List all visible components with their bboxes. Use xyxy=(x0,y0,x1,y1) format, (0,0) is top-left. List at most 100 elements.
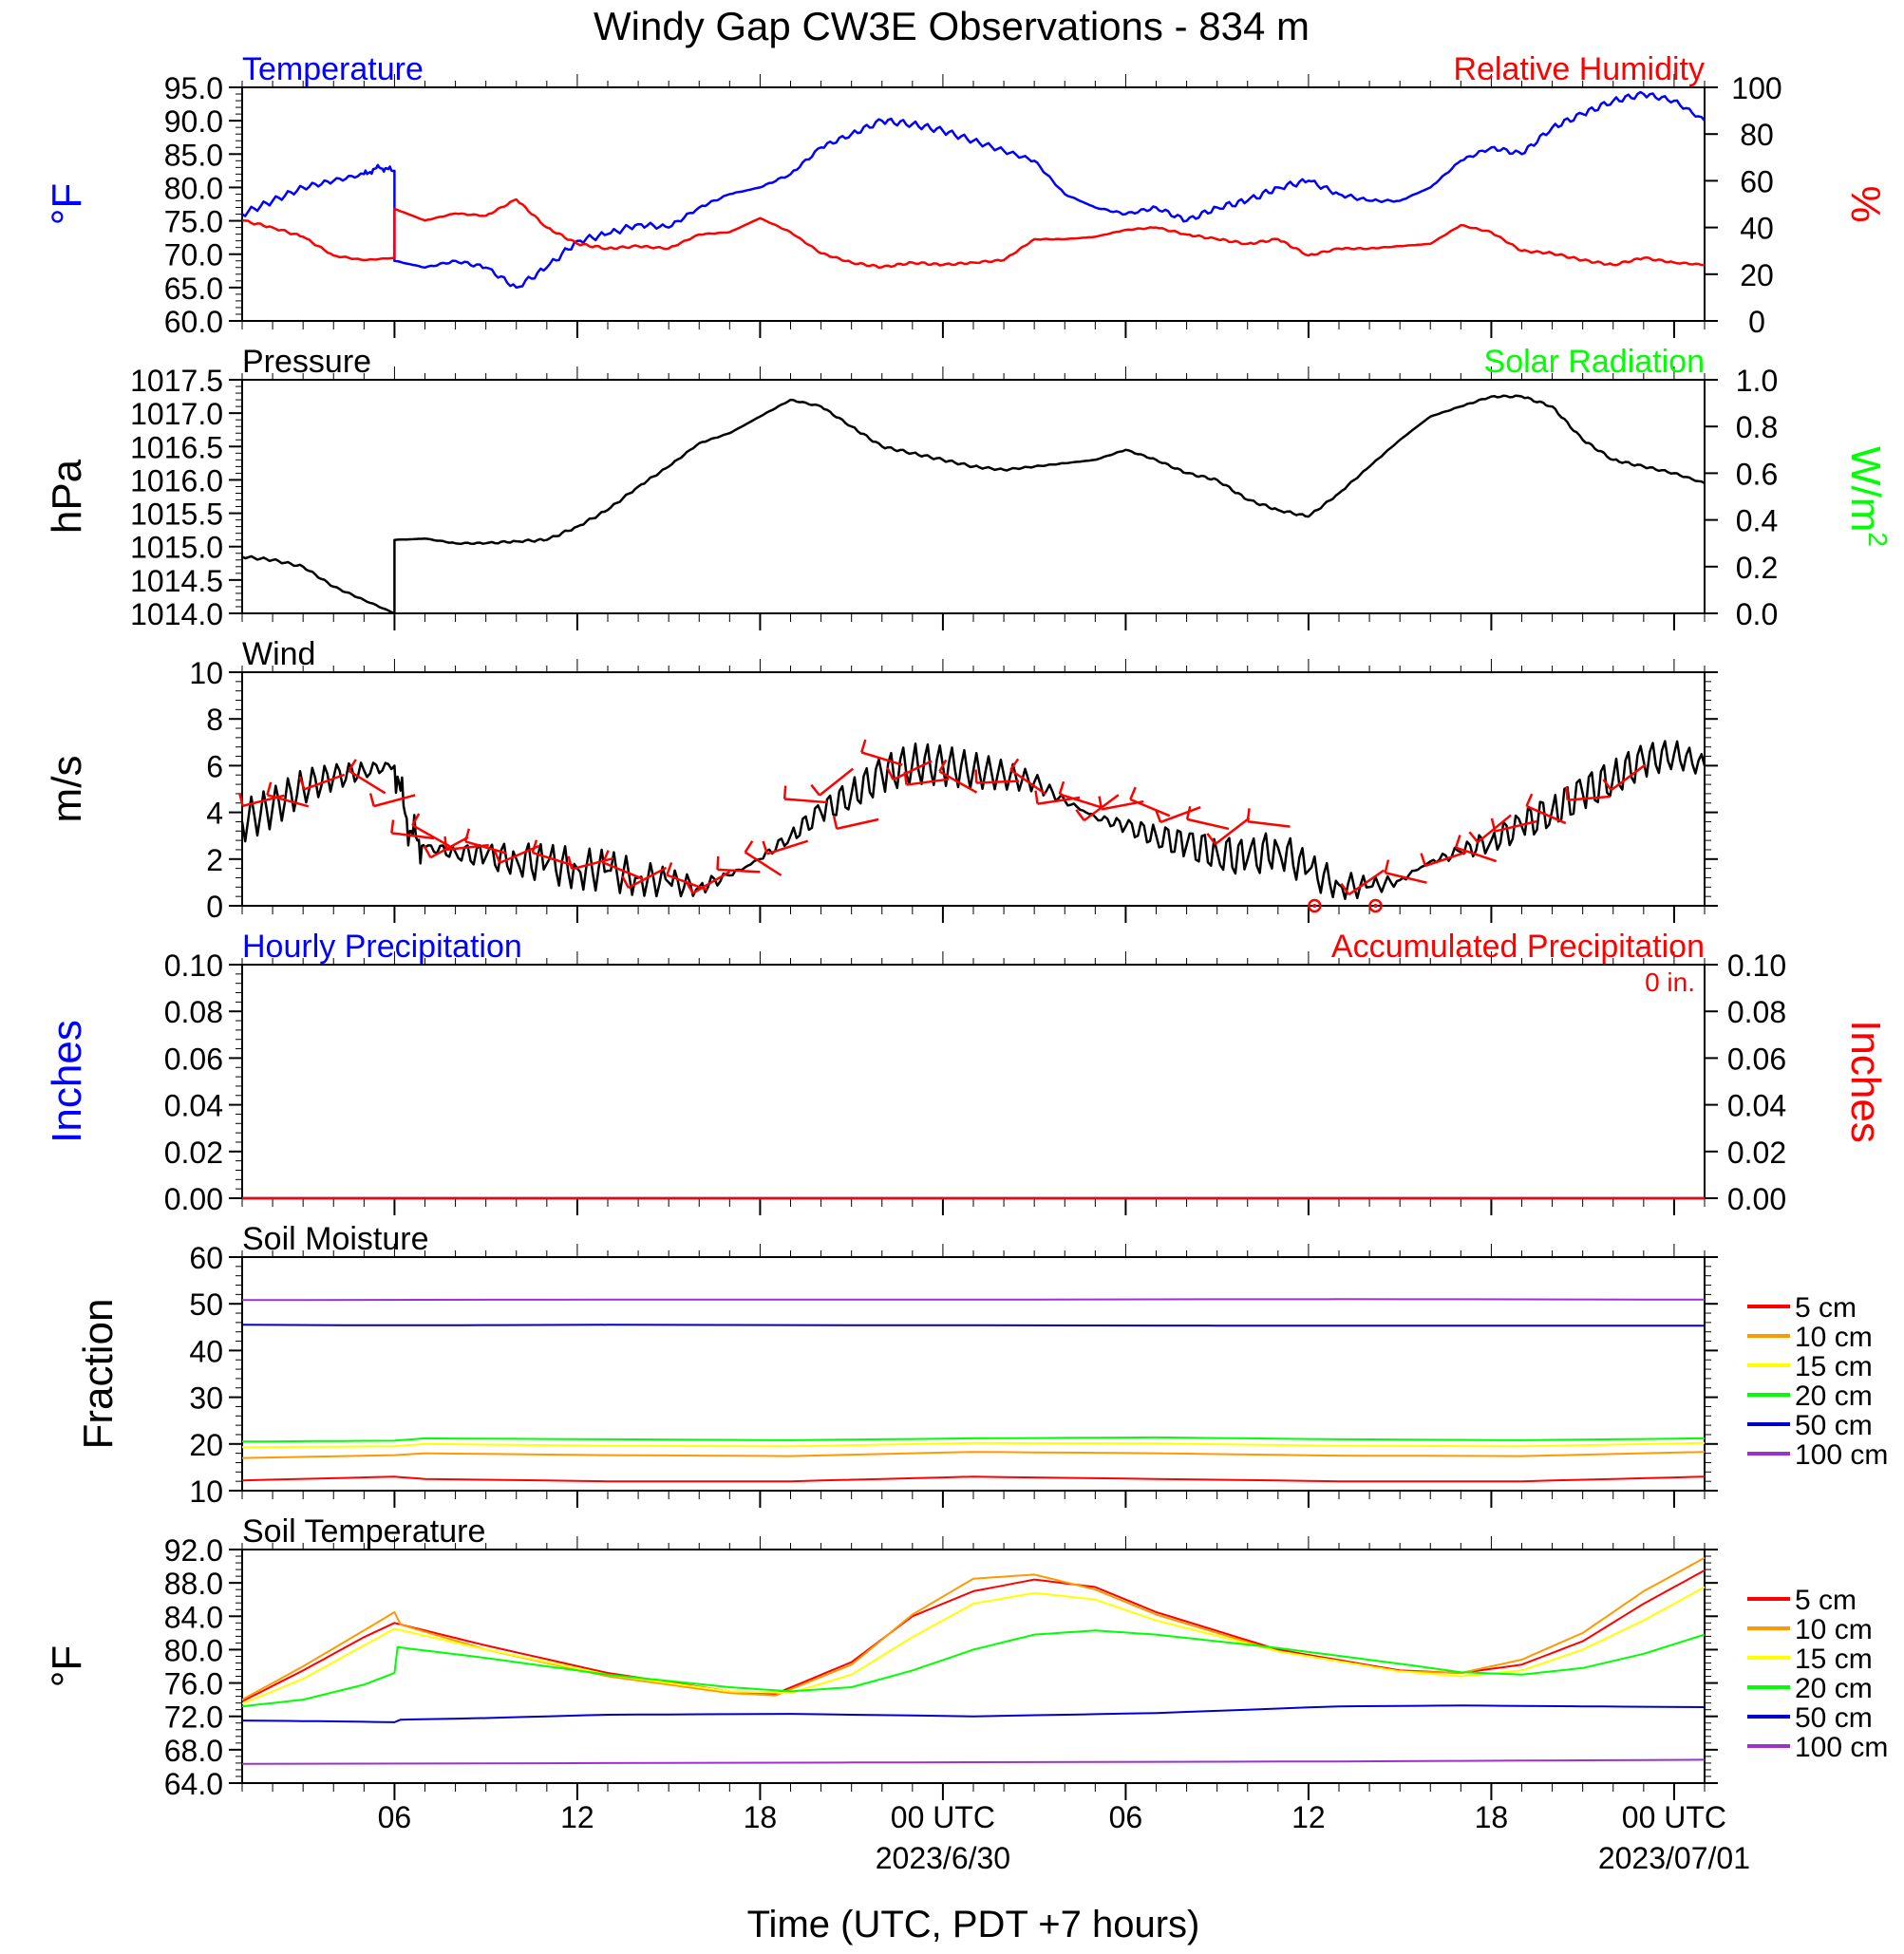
x-axis-title: Time (UTC, PDT +7 hours) xyxy=(747,1904,1200,1945)
wind-barb-flag xyxy=(810,783,820,797)
wind-barb-flag xyxy=(782,785,787,799)
left-tick-label: 65.0 xyxy=(164,272,223,306)
x-tick-label: 06 xyxy=(378,1800,412,1834)
wind-barb-flag xyxy=(1075,809,1085,821)
left-tick-label: 1014.5 xyxy=(130,564,223,598)
legend-label: 100 cm xyxy=(1795,1439,1888,1471)
wind-barb xyxy=(1526,804,1567,825)
series-20-cm xyxy=(241,1436,1706,1443)
wind-barb xyxy=(411,824,451,848)
left-tick-label: 76.0 xyxy=(164,1667,223,1701)
wind-barb-flag xyxy=(531,839,538,854)
wind-barb xyxy=(784,798,828,804)
legend-label: 15 cm xyxy=(1795,1351,1873,1382)
wind-barb-flag xyxy=(348,759,357,772)
series-left xyxy=(241,394,1706,615)
right-tick-label: 0.00 xyxy=(1727,1182,1786,1216)
right-tick-label: 0.2 xyxy=(1736,551,1778,585)
left-axis-unit: Inches xyxy=(44,1020,90,1143)
right-tick-label: 0.8 xyxy=(1736,410,1778,444)
wind-barb-flag xyxy=(567,855,574,870)
wind-barb xyxy=(391,832,435,840)
wind-barb xyxy=(532,851,575,867)
left-tick-label: 0 xyxy=(206,890,223,924)
wind-barb xyxy=(1059,793,1102,809)
panel-title-right: Relative Humidity xyxy=(1453,51,1705,87)
x-date-label: 2023/07/01 xyxy=(1598,1841,1750,1875)
left-axis-unit: m/s xyxy=(44,756,90,823)
wind-barb-flag xyxy=(744,840,754,854)
wind-barb xyxy=(745,851,782,876)
right-axis-unit: % xyxy=(1842,185,1889,222)
wind-barb xyxy=(1159,806,1201,824)
series-5-cm xyxy=(241,1475,1706,1483)
wind-barb xyxy=(464,840,507,855)
series-50-cm xyxy=(241,1704,1706,1723)
x-tick-label: 12 xyxy=(1291,1800,1326,1834)
wind-barb xyxy=(1186,817,1230,831)
wind-barb xyxy=(893,760,933,781)
left-tick-label: 60.0 xyxy=(164,305,223,339)
wind-barb-flag xyxy=(1155,809,1162,823)
right-tick-label: 0.04 xyxy=(1727,1089,1786,1123)
x-tick-label: 00 UTC xyxy=(1622,1800,1726,1834)
series-100-cm xyxy=(241,1298,1706,1302)
legend-label: 50 cm xyxy=(1795,1702,1873,1734)
wind-barb-flag xyxy=(1602,779,1612,791)
panels-container: 95.090.085.080.075.070.065.060.010080604… xyxy=(44,51,1893,1801)
calm-wind-dot xyxy=(1312,904,1317,908)
legend-label: 50 cm xyxy=(1795,1410,1873,1441)
wind-barb xyxy=(373,794,416,808)
legend-label: 20 cm xyxy=(1795,1381,1873,1412)
panel-title-right: Accumulated Precipitation xyxy=(1331,929,1705,965)
left-tick-label: 75.0 xyxy=(164,205,223,239)
wind-barb-flag xyxy=(1246,808,1251,822)
left-tick-label: 64.0 xyxy=(164,1767,223,1801)
calm-wind-dot xyxy=(1373,904,1378,908)
wind-barb-flag xyxy=(463,828,471,842)
left-tick-label: 68.0 xyxy=(164,1734,223,1768)
wind-barb-flag xyxy=(423,845,432,858)
left-tick-label: 80.0 xyxy=(164,171,223,205)
left-tick-label: 8 xyxy=(206,703,223,737)
wind-barb xyxy=(1494,819,1537,833)
left-axis-unit: hPa xyxy=(44,459,90,534)
wind-barb-flag xyxy=(860,739,867,753)
wind-barb-flag xyxy=(1490,817,1497,832)
figure-title: Windy Gap CW3E Observations - 834 m xyxy=(594,4,1310,48)
series-20-cm xyxy=(241,1629,1706,1708)
panel-title-left: Wind xyxy=(242,636,315,672)
wind-barb-flag xyxy=(602,850,610,863)
series-15-cm xyxy=(241,1586,1706,1705)
right-tick-label: 0 xyxy=(1748,305,1765,339)
right-axis-unit: Inches xyxy=(1842,1020,1889,1143)
wind-barb-flag xyxy=(1565,786,1569,800)
legend-label: 5 cm xyxy=(1795,1292,1857,1324)
series-10-cm xyxy=(241,1451,1706,1459)
right-tick-label: 20 xyxy=(1740,258,1774,292)
wind-barb-flag xyxy=(266,781,273,796)
wind-barb xyxy=(717,868,761,874)
series-speed xyxy=(240,740,1706,900)
left-axis-unit: °F xyxy=(44,183,90,225)
left-axis-unit: Fraction xyxy=(75,1299,122,1450)
wind-barb-flag xyxy=(1525,793,1534,807)
wind-barb xyxy=(304,773,346,791)
left-tick-label: 60 xyxy=(189,1241,223,1275)
calm-wind-circle xyxy=(1308,898,1322,913)
left-tick-label: 90.0 xyxy=(164,104,223,139)
wind-barb xyxy=(1348,869,1386,896)
wind-barb-flag xyxy=(1454,835,1461,849)
panel-frame xyxy=(241,86,1706,322)
wind-barb-flag xyxy=(974,769,978,783)
panel-temp_rh: 95.090.085.080.075.070.065.060.0 100 80 60 4… xyxy=(44,51,1889,339)
right-tick-label: 0.4 xyxy=(1736,504,1778,538)
right-tick-label: 1.0 xyxy=(1736,364,1778,398)
left-tick-label: 6 xyxy=(206,749,223,783)
wind-barb-flag xyxy=(443,836,448,851)
panel-frame xyxy=(241,1549,1706,1784)
left-tick-label: 40 xyxy=(189,1334,223,1368)
wind-barb-flag xyxy=(1420,853,1427,867)
